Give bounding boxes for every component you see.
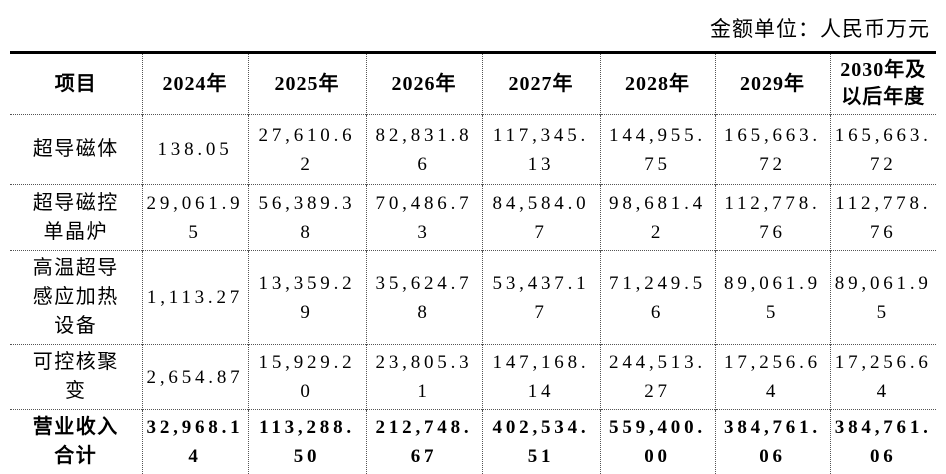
table-row-induction-heating: 高温超导感应加热设备 1,113.27 13,359.29 35,624.78 … xyxy=(10,250,936,345)
cell: 112,778.76 xyxy=(714,184,830,251)
column-header-2029: 2029年 xyxy=(714,52,830,115)
table-row-total-revenue: 营业收入合计 32,968.14 113,288.50 212,748.67 4… xyxy=(10,409,936,474)
cell: 89,061.95 xyxy=(829,250,936,345)
cell: 147,168.14 xyxy=(481,344,600,410)
cell: 98,681.42 xyxy=(599,184,715,251)
column-header-2025: 2025年 xyxy=(247,52,366,115)
header-row: 项目 2024年 2025年 2026年 2027年 2028年 2029年 2… xyxy=(10,52,936,115)
cell: 144,955.75 xyxy=(599,114,715,185)
column-header-2030-and-beyond: 2030年及以后年度 xyxy=(829,52,936,115)
cell: 17,256.64 xyxy=(714,344,830,410)
unit-note: 金额单位：人民币万元 xyxy=(710,17,930,41)
cell: 71,249.56 xyxy=(599,250,715,345)
cell: 402,534.51 xyxy=(481,409,600,474)
table-row-magnetron-furnace: 超导磁控单晶炉 29,061.95 56,389.38 70,486.73 84… xyxy=(10,184,936,251)
cell: 117,345.13 xyxy=(481,114,600,185)
cell: 165,663.72 xyxy=(714,114,830,185)
column-header-item: 项目 xyxy=(54,72,97,95)
cell: 35,624.78 xyxy=(365,250,482,345)
cell: 112,778.76 xyxy=(829,184,936,251)
cell: 1,113.27 xyxy=(141,250,248,345)
cell: 15,929.20 xyxy=(247,344,366,410)
cell: 23,805.31 xyxy=(365,344,482,410)
cell: 56,389.38 xyxy=(247,184,366,251)
cell: 113,288.50 xyxy=(247,409,366,474)
revenue-forecast-table: 项目 2024年 2025年 2026年 2027年 2028年 2029年 2… xyxy=(10,51,936,474)
table-row-fusion: 可控核聚变 2,654.87 15,929.20 23,805.31 147,1… xyxy=(10,344,936,410)
cell: 32,968.14 xyxy=(141,409,248,474)
cell: 2,654.87 xyxy=(141,344,248,410)
row-label: 超导磁控单晶炉 xyxy=(10,184,142,251)
cell: 82,831.86 xyxy=(365,114,482,185)
column-header-2024: 2024年 xyxy=(141,52,248,115)
cell: 244,513.27 xyxy=(599,344,715,410)
table-row-superconducting-magnet: 超导磁体 138.05 27,610.62 82,831.86 117,345.… xyxy=(10,114,936,185)
cell: 384,761.06 xyxy=(829,409,936,474)
cell: 17,256.64 xyxy=(829,344,936,410)
cell: 84,584.07 xyxy=(481,184,600,251)
column-header-2027: 2027年 xyxy=(481,52,600,115)
cell: 29,061.95 xyxy=(141,184,248,251)
cell: 165,663.72 xyxy=(829,114,936,185)
row-label: 可控核聚变 xyxy=(10,344,142,410)
column-header-2028: 2028年 xyxy=(599,52,715,115)
column-header-2026: 2026年 xyxy=(365,52,482,115)
cell: 212,748.67 xyxy=(365,409,482,474)
cell: 27,610.62 xyxy=(247,114,366,185)
row-label: 超导磁体 xyxy=(10,114,142,185)
cell: 89,061.95 xyxy=(714,250,830,345)
cell: 70,486.73 xyxy=(365,184,482,251)
cell: 559,400.00 xyxy=(599,409,715,474)
row-label: 营业收入合计 xyxy=(10,409,142,474)
row-label: 高温超导感应加热设备 xyxy=(10,250,142,345)
cell: 53,437.17 xyxy=(481,250,600,345)
cell: 384,761.06 xyxy=(714,409,830,474)
cell: 138.05 xyxy=(141,114,248,185)
cell: 13,359.29 xyxy=(247,250,366,345)
